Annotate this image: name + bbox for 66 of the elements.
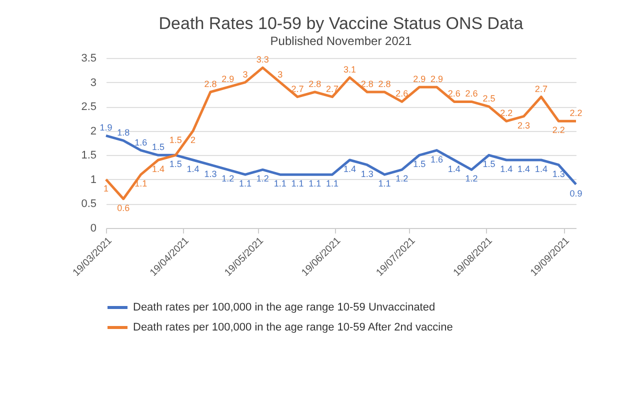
data-label: 3.1 [343, 64, 356, 74]
data-label: 2.5 [482, 94, 496, 104]
data-label: 1.4 [343, 164, 356, 174]
data-label: 1.4 [500, 164, 513, 174]
data-label: 2.9 [413, 74, 426, 84]
legend-label: Death rates per 100,000 in the age range 10-59 Unvaccinated [133, 302, 436, 314]
chart-title: Death Rates 10-59 by Vaccine Status ONS Data [158, 14, 524, 33]
data-label: 2.8 [378, 79, 391, 89]
y-tick-label: 2 [90, 125, 96, 138]
data-label: 1.2 [256, 174, 269, 184]
data-label: 1.6 [430, 154, 443, 164]
data-label: 1.1 [326, 178, 339, 189]
data-label: 2 [190, 134, 196, 145]
data-label: 1.2 [465, 174, 478, 184]
data-label: 1 [103, 183, 109, 194]
data-label: 3 [242, 69, 248, 80]
data-label: 1.5 [169, 159, 182, 170]
data-label: 2.6 [448, 88, 460, 99]
data-label: 2.9 [222, 74, 234, 84]
data-label: 1.1 [378, 178, 391, 189]
data-label: 1.5 [169, 135, 182, 146]
legend-label: Death rates per 100,000 in the age range 10-59 After 2nd vaccine [133, 322, 453, 334]
y-tick-label: 0.5 [81, 198, 96, 210]
data-label: 2.6 [465, 88, 478, 99]
data-label: 2.2 [500, 108, 513, 118]
data-label: 1.8 [117, 128, 130, 138]
data-label: 2.2 [552, 125, 565, 136]
line-series [104, 134, 578, 186]
chart-subtitle: Published November 2021 [270, 34, 412, 48]
data-label: 1.1 [239, 178, 252, 189]
data-label: 1.5 [152, 142, 164, 152]
data-label: 2.7 [326, 84, 339, 94]
data-label: 1.4 [186, 164, 200, 174]
data-label: 1.4 [448, 164, 460, 174]
data-label: 1.1 [274, 178, 286, 189]
data-label: 2.8 [360, 79, 374, 89]
data-label: 1.1 [291, 178, 304, 189]
data-label: 1.5 [413, 159, 426, 170]
data-label: 1.2 [222, 174, 234, 184]
y-tick-label: 1.5 [81, 150, 96, 162]
data-label: 0.6 [117, 202, 130, 213]
y-tick-label: 3 [90, 76, 96, 89]
data-label: 2.2 [570, 108, 582, 118]
y-tick-label: 1 [90, 174, 96, 186]
data-label: 2.8 [308, 79, 322, 89]
data-label: 2.9 [430, 74, 443, 84]
data-label: 3.3 [256, 54, 269, 65]
data-label: 1.4 [518, 164, 530, 174]
data-label: 3 [278, 69, 283, 80]
data-label: 1.9 [100, 122, 112, 133]
y-tick-label: 2.5 [81, 101, 96, 114]
data-label: 1.2 [396, 174, 408, 184]
data-label: 1.1 [308, 178, 322, 189]
data-label: 2.7 [534, 84, 548, 94]
y-tick-label: 0 [90, 222, 96, 234]
data-label: 2.8 [204, 79, 217, 89]
data-label: 1.3 [360, 168, 374, 179]
data-label: 1.4 [534, 164, 548, 174]
y-tick-label: 3.5 [81, 52, 96, 64]
data-label: 2.3 [518, 120, 530, 130]
data-label: 1.5 [482, 159, 496, 170]
data-label: 0.9 [570, 188, 582, 198]
data-label: 1.3 [204, 168, 217, 179]
data-label: 2.6 [396, 88, 408, 99]
data-label: 1.6 [134, 137, 148, 148]
data-label: 1.4 [152, 164, 164, 174]
